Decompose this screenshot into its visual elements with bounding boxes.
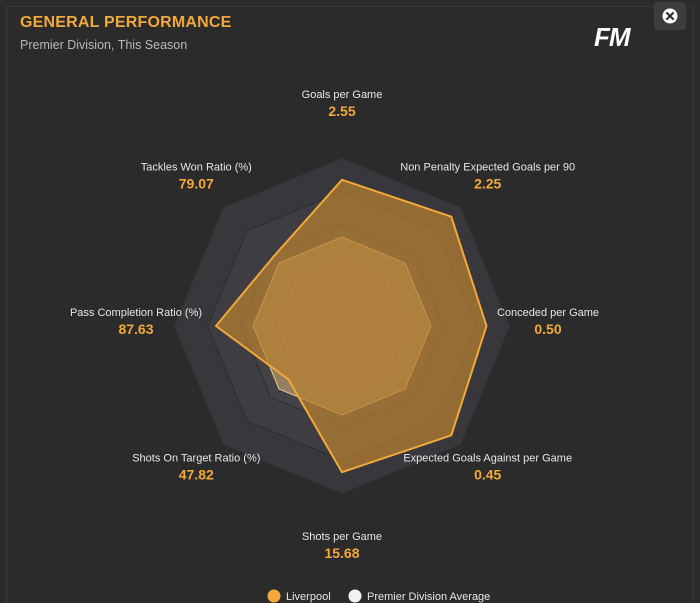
legend-average-label: Premier Division Average <box>367 591 490 603</box>
axis-value: 0.45 <box>474 467 501 483</box>
fm-logo: FM <box>594 22 631 52</box>
axis-value: 0.50 <box>534 321 561 337</box>
axis-label: Conceded per Game <box>497 307 599 319</box>
panel-subtitle: Premier Division, This Season <box>20 38 188 52</box>
legend-average-swatch <box>348 589 362 603</box>
panel-title: GENERAL PERFORMANCE <box>20 14 232 31</box>
legend: Liverpool Premier Division Average <box>267 589 490 603</box>
axis-label: Expected Goals Against per Game <box>403 453 572 465</box>
axis-value: 47.82 <box>179 467 214 483</box>
legend-liverpool-swatch <box>267 589 281 603</box>
axis-labels: Goals per Game 2.55 Non Penalty Expected G… <box>70 89 599 561</box>
axis-value: 79.07 <box>179 175 214 191</box>
axis-label: Shots On Target Ratio (%) <box>132 453 260 465</box>
liverpool-polygon <box>215 178 488 474</box>
axis-label: Shots per Game <box>302 531 382 543</box>
axis-label: Non Penalty Expected Goals per 90 <box>400 161 575 173</box>
axis-value: 87.63 <box>118 321 153 337</box>
axis-value: 2.25 <box>474 175 501 191</box>
axis-label: Tackles Won Ratio (%) <box>141 161 252 173</box>
legend-liverpool-label: Liverpool <box>286 591 331 603</box>
axis-value: 2.55 <box>328 103 355 119</box>
axis-value: 15.68 <box>324 545 359 561</box>
close-button[interactable] <box>654 2 686 30</box>
axis-label: Goals per Game <box>302 89 383 101</box>
close-icon <box>662 8 678 24</box>
axis-label: Pass Completion Ratio (%) <box>70 307 202 319</box>
